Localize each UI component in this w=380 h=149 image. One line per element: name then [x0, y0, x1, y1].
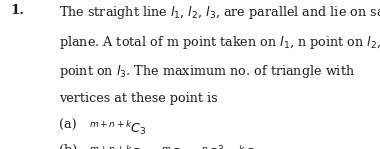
Text: $^{m+n+k}C_3$: $^{m+n+k}C_3$ [89, 119, 147, 137]
Text: point on $l_3$. The maximum no. of triangle with: point on $l_3$. The maximum no. of trian… [59, 63, 355, 80]
Text: vertices at these point is: vertices at these point is [59, 92, 217, 105]
Text: The straight line $l_1$, $l_2$, $l_3$, are parallel and lie on same: The straight line $l_1$, $l_2$, $l_3$, a… [59, 4, 380, 21]
Text: (b): (b) [59, 144, 77, 149]
Text: (a): (a) [59, 119, 77, 132]
Text: 1.: 1. [11, 4, 25, 17]
Text: plane. A total of m point taken on $l_1$, n point on $l_2$, k: plane. A total of m point taken on $l_1$… [59, 34, 380, 51]
Text: $^{m+n+k}C_3-{}^{m}C_3-{}^{n}C^3-{}^{k}C_3$: $^{m+n+k}C_3-{}^{m}C_3-{}^{n}C^3-{}^{k}C… [89, 144, 261, 149]
